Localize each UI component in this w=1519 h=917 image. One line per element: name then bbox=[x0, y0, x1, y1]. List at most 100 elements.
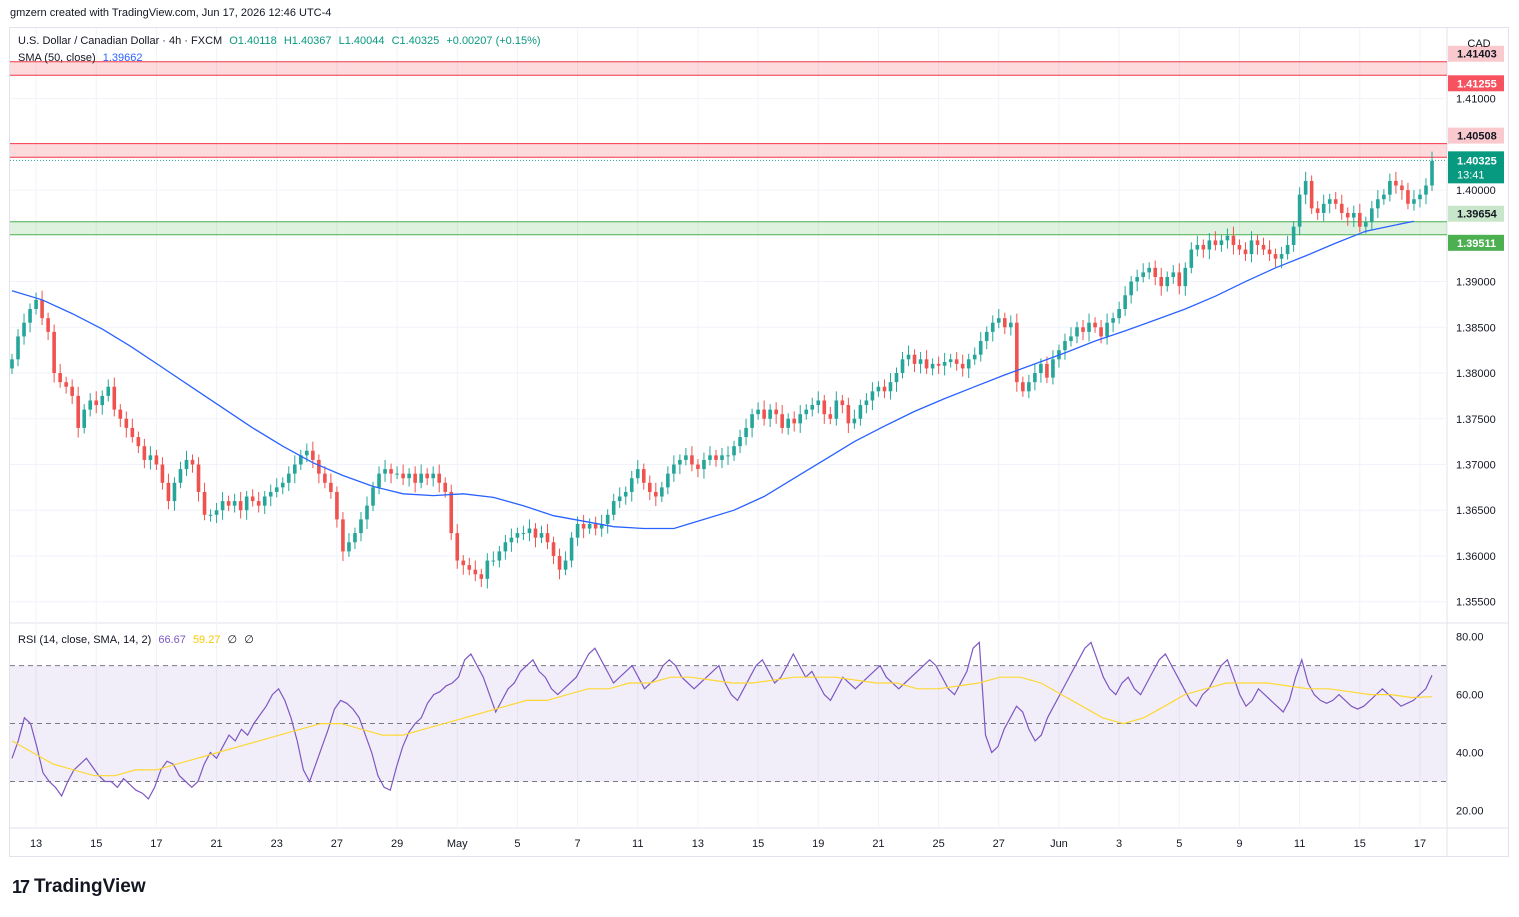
tradingview-logo[interactable]: 17 TradingView bbox=[12, 876, 146, 898]
candle bbox=[449, 491, 454, 534]
rsi-legend[interactable]: RSI (14, close, SMA, 14, 2) 66.67 59.27 … bbox=[18, 633, 258, 646]
candle bbox=[148, 455, 153, 460]
price-zones bbox=[10, 61, 1447, 236]
candle bbox=[738, 437, 742, 447]
candle bbox=[1351, 212, 1356, 218]
candle bbox=[413, 473, 417, 483]
candle bbox=[509, 537, 514, 543]
candle bbox=[106, 386, 111, 396]
zone-resistance-upper bbox=[10, 61, 1447, 76]
candle bbox=[166, 482, 171, 502]
candle bbox=[238, 501, 243, 511]
candle bbox=[1123, 295, 1127, 309]
time-tick-label: 3 bbox=[1116, 838, 1122, 850]
candle bbox=[407, 473, 411, 479]
candle bbox=[750, 414, 754, 428]
candle bbox=[569, 537, 574, 561]
candle bbox=[1382, 194, 1386, 200]
candle bbox=[34, 299, 38, 309]
zone-resistance-lower bbox=[10, 143, 1447, 158]
candle bbox=[1321, 203, 1326, 213]
candle bbox=[792, 418, 797, 424]
candle bbox=[58, 373, 62, 383]
rsi-line bbox=[11, 641, 1433, 800]
candle bbox=[810, 405, 815, 410]
time-tick-label: 15 bbox=[752, 838, 764, 850]
candle bbox=[984, 331, 989, 342]
candle bbox=[160, 464, 165, 483]
candle bbox=[226, 501, 231, 506]
time-tick-label: Jun bbox=[1050, 838, 1068, 850]
candle bbox=[1418, 194, 1422, 200]
candle bbox=[1015, 322, 1019, 383]
candle bbox=[852, 418, 857, 424]
ohlc-change: +0.00207 (+0.15%) bbox=[446, 35, 541, 47]
price-tick-label: 1.36500 bbox=[1456, 505, 1496, 517]
candle bbox=[551, 542, 556, 556]
candle bbox=[425, 473, 429, 479]
ohlc-close: C1.40325 bbox=[391, 35, 440, 47]
candle bbox=[299, 455, 303, 465]
zone-price-tag bbox=[1448, 205, 1504, 222]
candle bbox=[768, 409, 772, 419]
candle bbox=[696, 464, 700, 470]
candle bbox=[888, 382, 893, 392]
ohlc-low: L1.40044 bbox=[338, 35, 385, 47]
rsi-label: RSI (14, close, SMA, 14, 2) bbox=[18, 634, 152, 646]
time-tick-label: 27 bbox=[331, 838, 343, 850]
candle bbox=[858, 405, 863, 419]
rsi-sma-line bbox=[11, 676, 1433, 777]
candle bbox=[575, 523, 580, 538]
candle bbox=[341, 519, 345, 552]
candle bbox=[64, 382, 68, 387]
sma-legend[interactable]: SMA (50, close) 1.39662 bbox=[18, 52, 146, 64]
candle bbox=[1093, 322, 1097, 328]
candle bbox=[1303, 180, 1308, 195]
time-axis[interactable]: 13 15 17 21 23 27 29 May 5 7 11 13 15 19 21 25 27 Jun 3 5 9 1… bbox=[30, 838, 1426, 850]
candle bbox=[1105, 322, 1109, 337]
symbol-legend[interactable]: U.S. Dollar / Canadian Dollar · 4h · FXC… bbox=[18, 35, 545, 47]
time-tick-label: 7 bbox=[575, 838, 581, 850]
price-tick-label: 1.38000 bbox=[1456, 368, 1496, 380]
candle bbox=[124, 418, 129, 428]
candle bbox=[1009, 322, 1013, 328]
candle bbox=[353, 533, 357, 543]
time-tick-label: 15 bbox=[1354, 838, 1366, 850]
rsi-pane bbox=[10, 641, 1447, 800]
candle bbox=[666, 473, 670, 488]
candle bbox=[1412, 199, 1416, 204]
sma-line-group bbox=[11, 220, 1415, 530]
candle bbox=[617, 496, 622, 502]
rsi-tick-label: 40.00 bbox=[1456, 748, 1484, 760]
candle bbox=[292, 464, 297, 474]
candle bbox=[1207, 240, 1212, 250]
candle bbox=[1027, 382, 1031, 392]
candles bbox=[10, 151, 1447, 589]
candle bbox=[1430, 160, 1434, 186]
price-tick-label: 1.38500 bbox=[1456, 322, 1496, 334]
candle bbox=[485, 560, 490, 579]
time-tick-label: 5 bbox=[514, 838, 520, 850]
candle bbox=[732, 446, 736, 456]
candle bbox=[347, 542, 351, 552]
candle bbox=[1075, 327, 1079, 337]
sma-value: 1.39662 bbox=[102, 52, 143, 64]
candle bbox=[280, 482, 285, 488]
price-tick-label: 1.37500 bbox=[1456, 414, 1496, 426]
candle bbox=[786, 418, 790, 428]
currency-label[interactable]: CAD bbox=[1467, 38, 1491, 50]
time-tick-label: 23 bbox=[271, 838, 283, 850]
last-price-tag bbox=[1448, 151, 1504, 184]
price-tick-label: 1.35500 bbox=[1456, 597, 1496, 609]
rsi-extra-2: ∅ bbox=[244, 634, 254, 646]
price-axis[interactable]: 1.41000 1.40000 1.39000 1.38500 1.38000 1.375… bbox=[1448, 45, 1504, 818]
candle bbox=[912, 354, 917, 364]
candle bbox=[1171, 272, 1176, 277]
time-tick-label: 19 bbox=[812, 838, 824, 850]
candle bbox=[28, 308, 32, 323]
candle bbox=[756, 409, 760, 415]
time-tick-label: 13 bbox=[692, 838, 704, 850]
candle bbox=[1213, 240, 1218, 245]
candle bbox=[822, 400, 827, 415]
